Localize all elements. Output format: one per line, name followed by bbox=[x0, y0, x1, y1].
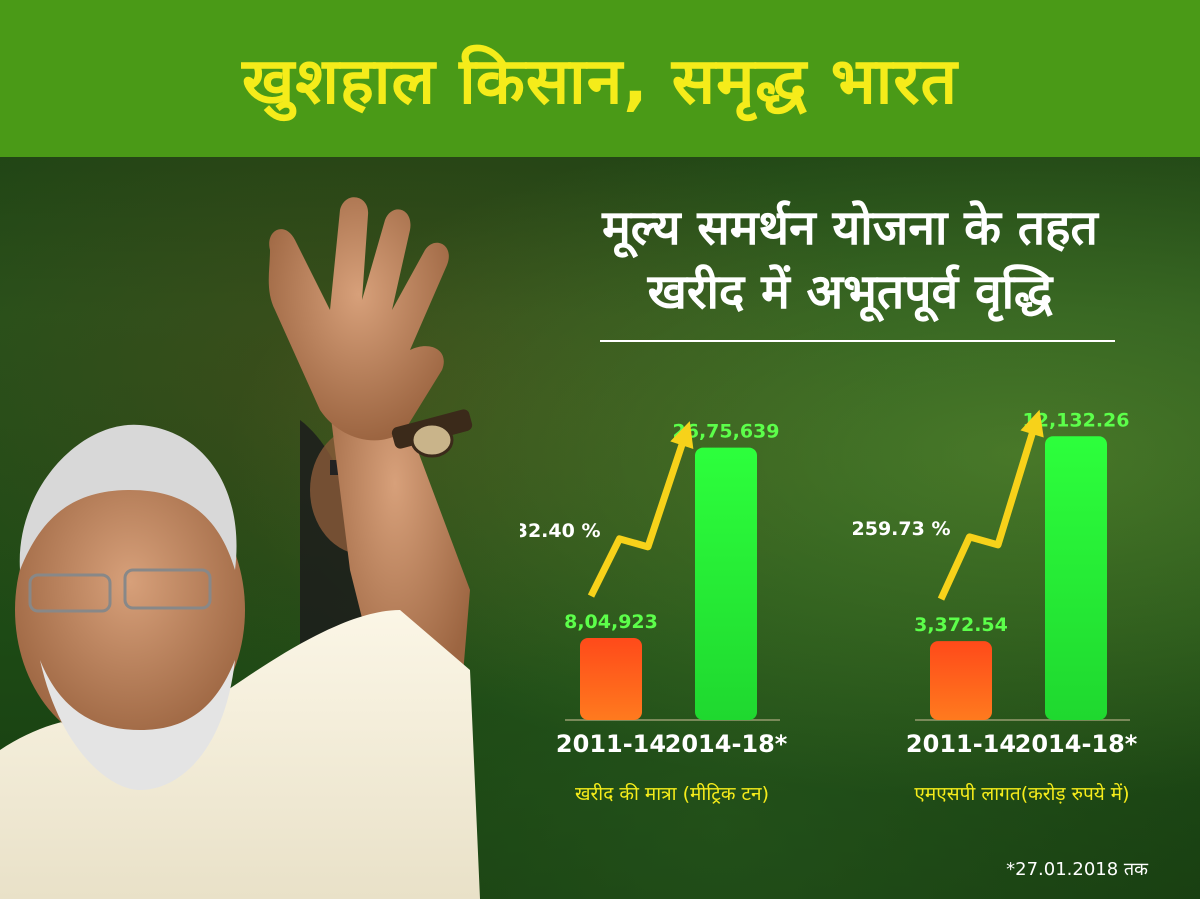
headline-line-2: खरीद में अभूतपूर्व वृद्धि bbox=[647, 264, 1053, 320]
growth-arrow-head bbox=[1020, 409, 1044, 438]
comparison-charts: 8,04,923 2011-14 26,75,639 2014-18* 232.40 %… bbox=[520, 409, 1138, 805]
bar-value-label: 3,372.54 bbox=[914, 614, 1008, 636]
growth-percent-label: 259.73 % bbox=[852, 518, 951, 540]
growth-arrow bbox=[587, 431, 690, 598]
category-tick-label: 2014-18* bbox=[1015, 730, 1138, 758]
header-banner: खुशहाल किसान, समृद्ध भारत bbox=[0, 0, 1200, 157]
bar-2011-14 bbox=[580, 638, 642, 720]
waving-person-photo bbox=[0, 197, 480, 899]
header-title: खुशहाल किसान, समृद्ध भारत bbox=[242, 45, 958, 119]
bar-2011-14 bbox=[930, 641, 992, 720]
headline-line-1: मूल्य समर्थन योजना के तहत bbox=[602, 200, 1098, 256]
growth-arrow bbox=[937, 420, 1040, 601]
category-tick-label: 2014-18* bbox=[665, 730, 788, 758]
axis-title: एमएसपी लागत(करोड़ रुपये में) bbox=[914, 782, 1129, 805]
headline: मूल्य समर्थन योजना के तहत खरीद में अभूतप… bbox=[530, 196, 1170, 324]
category-tick-label: 2011-14 bbox=[556, 730, 666, 758]
growth-arrow-head bbox=[670, 421, 694, 450]
bar-value-label: 26,75,639 bbox=[673, 421, 780, 443]
bar-value-label: 8,04,923 bbox=[564, 611, 658, 633]
msp-cost-chart: 3,372.54 2011-14 12,132.26 2014-18* 259.73 %… bbox=[852, 409, 1138, 805]
axis-title: खरीद की मात्रा (मीट्रिक टन) bbox=[575, 782, 769, 805]
footnote: *27.01.2018 तक bbox=[1006, 859, 1148, 880]
bar-2014-18* bbox=[1045, 436, 1107, 720]
category-tick-label: 2011-14 bbox=[906, 730, 1016, 758]
bar-2014-18* bbox=[695, 447, 757, 720]
bar-value-label: 12,132.26 bbox=[1023, 409, 1130, 431]
quantity-chart: 8,04,923 2011-14 26,75,639 2014-18* 232.40 %… bbox=[520, 421, 788, 805]
growth-percent-label: 232.40 % bbox=[520, 520, 600, 542]
headline-underline bbox=[600, 340, 1115, 342]
